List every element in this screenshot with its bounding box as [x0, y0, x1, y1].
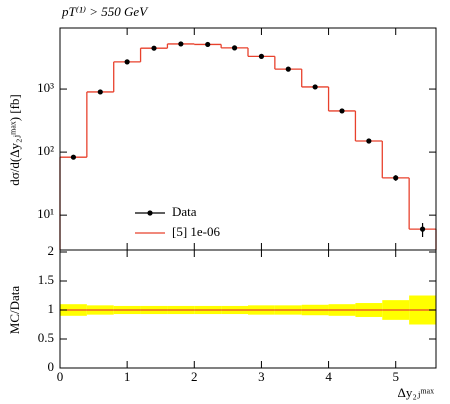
ratio-tick-label: 1.5	[38, 272, 54, 287]
x-tick-label: 3	[258, 369, 265, 384]
ratio-frame	[59, 249, 437, 369]
y-tick-label: 10³	[37, 80, 54, 95]
data-point	[285, 66, 291, 72]
legend-marker	[147, 210, 153, 216]
y-tick-label: 10²	[37, 143, 54, 158]
ratio-tick-label: 0	[48, 359, 55, 374]
data-point	[205, 41, 211, 48]
data-point	[393, 175, 399, 181]
data-point	[339, 108, 345, 114]
legend-label: [5] 1e-06	[172, 224, 221, 239]
data-point	[366, 138, 372, 144]
data-point	[124, 59, 130, 65]
legend-label: Data	[172, 204, 197, 219]
data-point	[97, 89, 103, 95]
data-point	[419, 226, 426, 232]
x-tick-label: 2	[191, 369, 198, 384]
y-axis-label: dσ/d(Δy₂ⱼᵐᵃˣ) [fb]	[7, 94, 22, 186]
data-point	[70, 154, 77, 160]
data-point	[258, 53, 265, 59]
data-point	[231, 45, 238, 51]
x-tick-label: 0	[57, 369, 64, 384]
x-tick-label: 1	[124, 369, 131, 384]
ratio-tick-label: 2	[48, 243, 55, 258]
data-point	[151, 45, 157, 51]
x-axis-label: Δy₂ⱼᵐᵃˣ	[398, 385, 435, 400]
x-tick-label: 5	[392, 369, 399, 384]
ratio-axis-label: MC/Data	[7, 286, 22, 335]
ratio-tick-label: 1	[48, 301, 55, 316]
data-point	[312, 84, 318, 90]
x-tick-label: 4	[325, 369, 332, 384]
chart-title: pT⁽¹⁾ > 550 GeV	[61, 4, 149, 19]
ratio-tick-label: 0.5	[38, 330, 54, 345]
data-point	[178, 41, 184, 47]
y-tick-label: 10¹	[37, 206, 54, 221]
